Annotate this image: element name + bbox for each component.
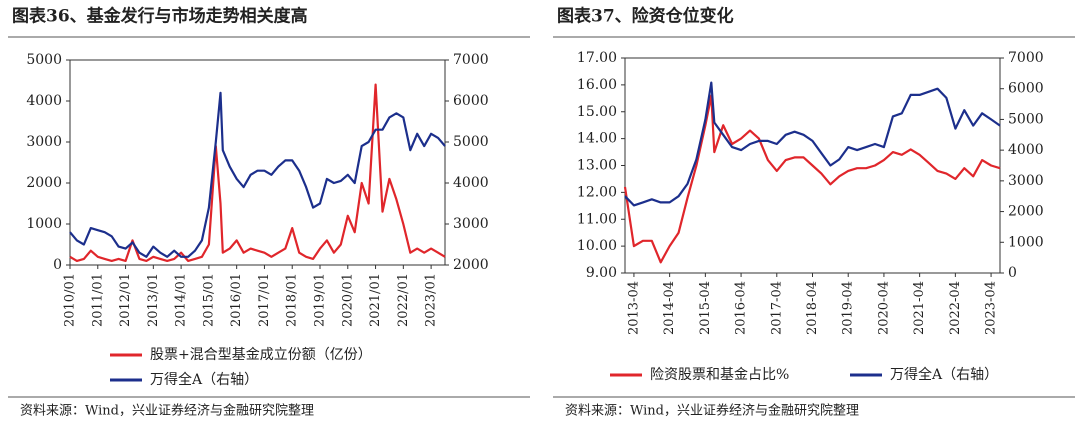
y-tick-label: 2000 [26, 175, 62, 191]
x-tick-label: 2019/01 [313, 273, 328, 327]
x-tick-label: 2015-04 [698, 281, 713, 335]
x-tick-label: 2013/01 [146, 273, 161, 327]
x-tick-label: 2021-04 [912, 281, 927, 335]
x-tick-label: 2016-04 [734, 281, 749, 335]
legend-label: 万得全A（右轴） [890, 366, 998, 383]
x-tick-label: 2018/01 [285, 273, 300, 327]
y2-tick-label: 2000 [453, 257, 489, 273]
y-tick-label: 14.00 [577, 131, 617, 147]
series-line [624, 81, 1001, 207]
x-tick-label: 2023/01 [424, 273, 439, 327]
y2-tick-label: 3000 [453, 216, 489, 232]
y-tick-label: 1000 [26, 216, 62, 232]
y2-tick-label: 5000 [1008, 111, 1044, 127]
x-tick-label: 2018-04 [805, 281, 820, 335]
source-note: 资料来源：Wind，兴业证券经济与金融研究院整理 [565, 403, 859, 419]
series-line [69, 91, 446, 258]
source-note: 资料来源：Wind，兴业证券经济与金融研究院整理 [20, 403, 314, 419]
y2-tick-label: 3000 [1008, 173, 1044, 189]
y2-tick-label: 6000 [453, 93, 489, 109]
x-tick-label: 2012/01 [118, 273, 133, 327]
x-tick-label: 2011/01 [90, 273, 105, 327]
x-tick-label: 2015/01 [201, 273, 216, 327]
chart-title: 图表36、基金发行与市场走势相关度高 [12, 6, 308, 27]
x-tick-label: 2022/01 [396, 273, 411, 327]
y2-tick-label: 7000 [1008, 50, 1044, 66]
y-tick-label: 12.00 [577, 184, 617, 200]
x-tick-label: 2017/01 [257, 273, 272, 327]
y-tick-label: 10.00 [577, 238, 617, 254]
series-line [623, 94, 1001, 264]
series-line [69, 83, 446, 262]
y2-tick-label: 4000 [1008, 142, 1044, 158]
y2-tick-label: 4000 [453, 175, 489, 191]
y-tick-label: 9.00 [586, 265, 617, 281]
plot-frame [69, 59, 446, 266]
y-tick-label: 16.00 [577, 77, 617, 93]
x-tick-label: 2020-04 [876, 281, 891, 335]
x-tick-label: 2019-04 [841, 281, 856, 335]
y2-tick-label: 5000 [453, 134, 489, 150]
y-tick-label: 15.00 [577, 104, 617, 120]
y2-tick-label: 2000 [1008, 204, 1044, 220]
x-tick-label: 2013-04 [626, 281, 641, 335]
y-tick-label: 5000 [26, 52, 62, 68]
y-tick-label: 0 [53, 257, 62, 273]
y2-tick-label: 6000 [1008, 81, 1044, 97]
y-tick-label: 4000 [26, 93, 62, 109]
x-tick-label: 2017-04 [769, 281, 784, 335]
y2-tick-label: 0 [1008, 265, 1017, 281]
x-tick-label: 2022-04 [948, 281, 963, 335]
x-tick-label: 2014/01 [174, 273, 189, 327]
y-tick-label: 17.00 [577, 50, 617, 66]
x-tick-label: 2014-04 [662, 281, 677, 335]
x-tick-label: 2016/01 [229, 273, 244, 327]
x-tick-label: 2023-04 [984, 281, 999, 335]
y-tick-label: 3000 [26, 134, 62, 150]
legend-label: 股票+混合型基金成立份额（亿份） [150, 346, 372, 363]
chart-title: 图表37、险资仓位变化 [557, 6, 734, 27]
legend-label: 险资股票和基金占比% [650, 366, 789, 383]
y2-tick-label: 7000 [453, 52, 489, 68]
x-tick-label: 2010/01 [63, 273, 78, 327]
y2-tick-label: 1000 [1008, 234, 1044, 250]
y-tick-label: 13.00 [577, 158, 617, 174]
legend-label: 万得全A（右轴） [150, 371, 258, 388]
x-tick-label: 2020/01 [340, 273, 355, 327]
x-tick-label: 2021/01 [368, 273, 383, 327]
y-tick-label: 11.00 [577, 211, 617, 227]
